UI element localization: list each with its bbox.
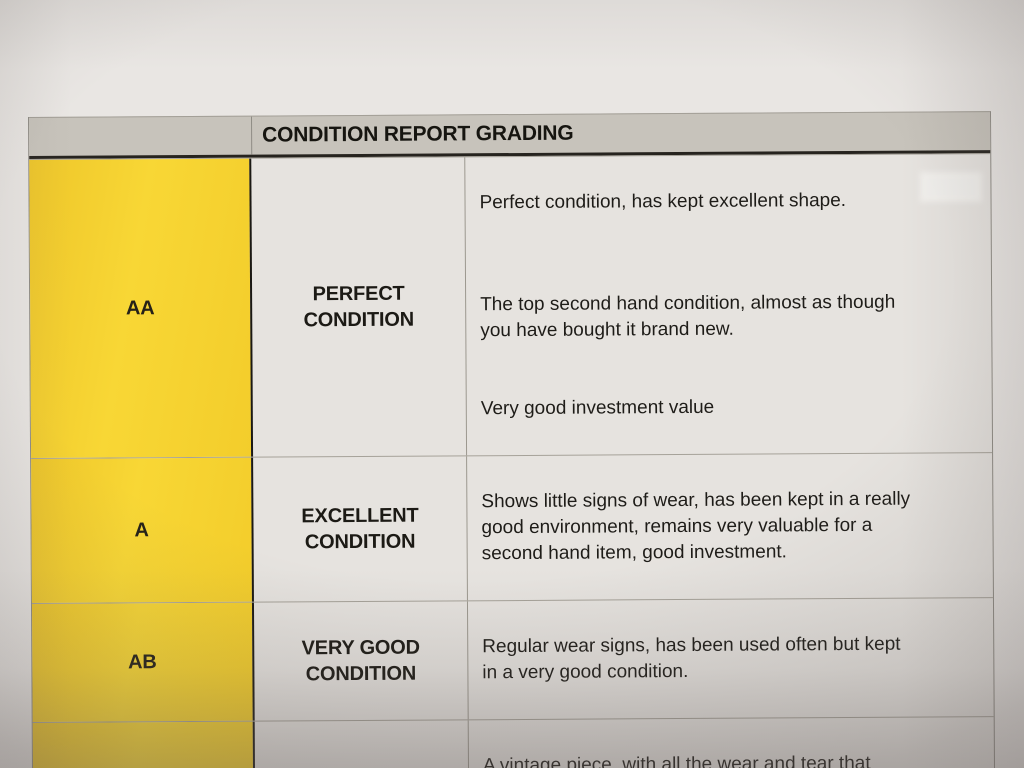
table-row: AB VERY GOOD CONDITION Regular wear sign… bbox=[31, 597, 994, 722]
grade-description-cell: Regular wear signs, has been used often … bbox=[468, 598, 994, 719]
grade-description-cell: Shows little signs of wear, has been kep… bbox=[467, 453, 993, 600]
grade-code-cell: AB bbox=[31, 602, 255, 722]
grade-label: EXCELLENT CONDITION bbox=[253, 456, 468, 602]
description-paragraph: Shows little signs of wear, has been kep… bbox=[481, 488, 911, 565]
grade-description-cell: A vintage piece, with all the wear and t… bbox=[469, 717, 995, 768]
header-spacer-cell bbox=[29, 116, 253, 156]
grade-code-cell: B bbox=[32, 721, 256, 768]
description-paragraph: Very good investment value bbox=[480, 396, 715, 420]
grade-code-cell: AA bbox=[29, 158, 254, 458]
table-header-row: CONDITION REPORT GRADING bbox=[28, 111, 991, 159]
description-paragraph: The top second hand condition, almost as… bbox=[480, 291, 896, 342]
grade-code-cell: A bbox=[31, 457, 254, 603]
table-row: B GOOD/FAIR CONDITION A vintage piece, w… bbox=[32, 716, 995, 768]
table-row: A EXCELLENT CONDITION Shows little signs… bbox=[31, 452, 993, 603]
condition-grading-table: CONDITION REPORT GRADING AA PERFECT COND… bbox=[28, 111, 996, 768]
description-paragraph: Perfect condition, has kept excellent sh… bbox=[479, 190, 847, 214]
grade-label: PERFECT CONDITION bbox=[251, 157, 468, 457]
grade-code: AB bbox=[128, 650, 157, 673]
grade-code: AA bbox=[125, 296, 155, 319]
grade-label: VERY GOOD CONDITION bbox=[253, 601, 469, 721]
grade-code: A bbox=[134, 518, 149, 541]
grade-label: GOOD/FAIR CONDITION bbox=[254, 720, 470, 768]
table-title: CONDITION REPORT GRADING bbox=[262, 121, 574, 147]
grade-description-cell: Perfect condition, has kept excellent sh… bbox=[465, 154, 992, 455]
table-row: AA PERFECT CONDITION Perfect condition, … bbox=[29, 153, 993, 458]
description-paragraph: A vintage piece, with all the wear and t… bbox=[482, 752, 871, 768]
description-paragraph: Regular wear signs, has been used often … bbox=[482, 633, 901, 684]
